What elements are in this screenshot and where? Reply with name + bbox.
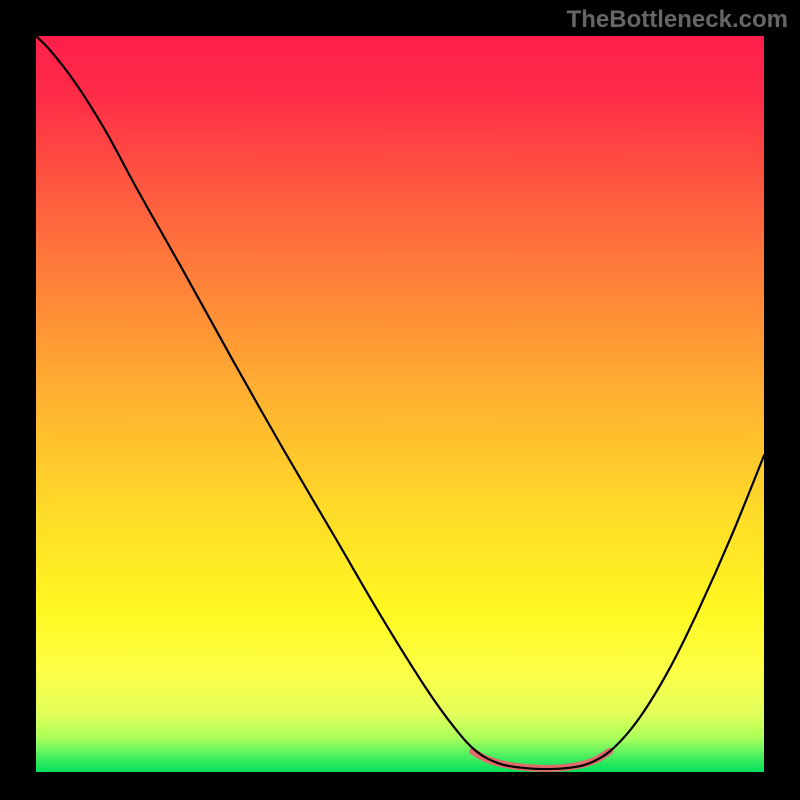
watermark-text: TheBottleneck.com — [567, 6, 788, 34]
chart-curve-layer — [36, 36, 764, 772]
chart-container — [36, 36, 764, 772]
bottleneck-curve — [36, 36, 764, 769]
curve-bottom-highlight — [473, 751, 610, 768]
